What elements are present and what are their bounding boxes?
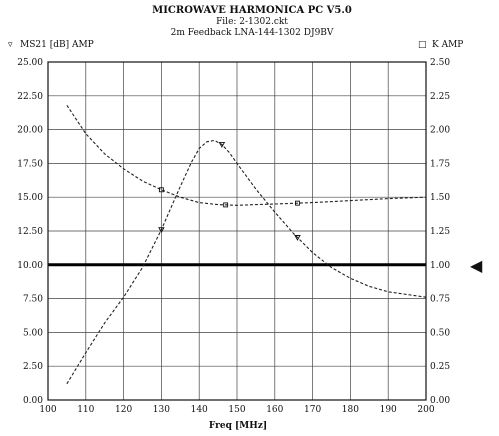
k-series-line: [66, 104, 427, 206]
y2-tick-label: 1.00: [430, 261, 450, 271]
y-tick-label: 15.00: [17, 193, 43, 203]
y2-tick-label: 0.25: [430, 362, 450, 372]
ms21-marker: [294, 235, 301, 241]
x-tick-label: 180: [342, 405, 359, 415]
y-tick-label: 0.00: [23, 396, 43, 406]
y2-tick-label: 0.50: [430, 328, 450, 338]
marker-arrow: ◀: [470, 256, 483, 275]
y-tick-label: 5.00: [23, 328, 43, 338]
y-tick-label: 25.00: [17, 58, 43, 68]
y2-tick-label: 0.00: [430, 396, 450, 406]
x-tick-label: 110: [77, 405, 94, 415]
chart-title: MICROWAVE HARMONICA PC V5.0: [152, 5, 352, 16]
x-tick-label: 170: [304, 405, 321, 415]
k-marker: [295, 200, 300, 206]
x-tick-label: 100: [39, 405, 56, 415]
y2-tick-label: 1.50: [430, 193, 450, 203]
x-axis-label: Freq [MHz]: [209, 421, 267, 431]
x-tick-label: 200: [417, 405, 434, 415]
y-tick-label: 17.50: [17, 159, 43, 169]
ms21-series-line: [66, 139, 427, 385]
y-tick-label: 22.50: [17, 92, 43, 102]
plot-frame: [47, 61, 427, 401]
marker-group: [158, 142, 301, 241]
chart-subtitle: 2m Feedback LNA-144-1302 DJ9BV: [171, 28, 334, 38]
x-tick-label: 150: [228, 405, 245, 415]
y2-tick-label: 2.50: [430, 58, 450, 68]
x-tick-label: 140: [191, 405, 208, 415]
y2-tick-label: 1.75: [430, 159, 450, 169]
y2-tick-label: 2.00: [430, 126, 450, 136]
y-tick-label: 7.50: [23, 295, 43, 305]
x-tick-label: 160: [266, 405, 283, 415]
y2-tick-label: 0.75: [430, 295, 450, 305]
ms21-marker: [158, 227, 165, 234]
chart-file: File: 2-1302.ckt: [216, 17, 288, 27]
y2-tick-label: 2.25: [430, 92, 450, 102]
grid: [47, 61, 427, 401]
y-tick-label: 20.00: [17, 126, 43, 136]
legend-right-marker: □: [418, 40, 427, 50]
y-tick-label: 10.00: [17, 261, 43, 271]
x-tick-label: 120: [115, 405, 132, 415]
y2-tick-label: 1.25: [430, 227, 450, 237]
tick-labels: 100 110 120 130 140 150 160 170 180 190 2000.002.5…: [17, 58, 450, 415]
series-group: [66, 104, 427, 385]
x-tick-label: 130: [153, 405, 170, 415]
legend-right-label: K AMP: [432, 40, 463, 50]
k-marker: [223, 202, 229, 208]
y-tick-label: 12.50: [17, 227, 43, 237]
y-tick-label: 2.50: [23, 362, 43, 372]
legend-left-marker: ▿: [8, 40, 13, 50]
ms21-marker: [218, 142, 226, 148]
k-marker: [158, 187, 164, 193]
legend-left-label: MS21 [dB] AMP: [20, 40, 94, 50]
x-tick-label: 190: [380, 405, 397, 415]
